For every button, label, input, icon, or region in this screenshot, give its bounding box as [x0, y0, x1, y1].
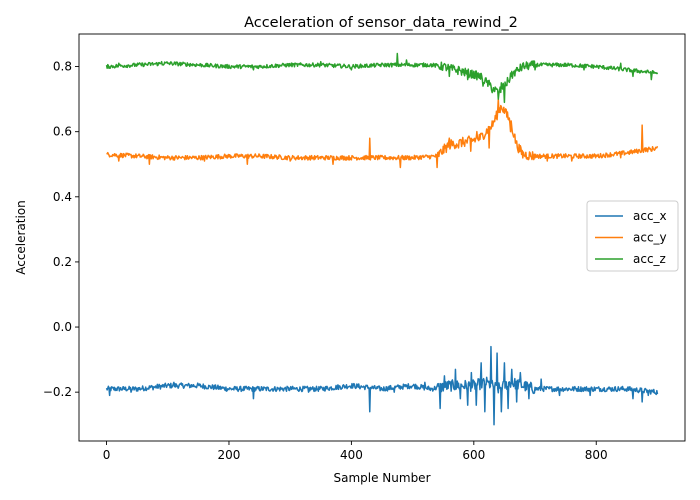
legend-label: acc_x: [633, 209, 667, 223]
chart-title: Acceleration of sensor_data_rewind_2: [244, 15, 518, 31]
series-line-acc-x: [105, 345, 659, 426]
x-axis-ticks: 0 200 400 600 800: [103, 441, 608, 462]
legend: acc_x acc_y acc_z: [586, 200, 679, 272]
x-tick-label: 200: [218, 448, 241, 462]
x-axis-label: Sample Number: [333, 471, 430, 485]
x-tick-label: 0: [103, 448, 111, 462]
legend-label: acc_y: [633, 231, 667, 245]
legend-box: [586, 200, 679, 272]
y-axis-label: Acceleration: [14, 200, 28, 275]
x-tick-label: 400: [340, 448, 363, 462]
x-tick-label: 600: [462, 448, 485, 462]
y-tick-label: 0.0: [53, 320, 72, 334]
y-tick-label: 0.4: [53, 190, 72, 204]
y-tick-label: 0.2: [53, 255, 72, 269]
x-tick-label: 800: [585, 448, 608, 462]
series-line-acc-z: [105, 52, 659, 104]
y-axis-ticks: −0.2 0.0 0.2 0.4 0.6 0.8: [43, 60, 79, 399]
y-tick-label: 0.6: [53, 125, 72, 139]
legend-label: acc_z: [633, 252, 666, 266]
y-tick-label: −0.2: [43, 385, 72, 399]
y-tick-label: 0.8: [53, 60, 72, 74]
plot-area: [105, 52, 659, 426]
series-line-acc-y: [106, 98, 659, 169]
plot-frame: [78, 33, 686, 442]
